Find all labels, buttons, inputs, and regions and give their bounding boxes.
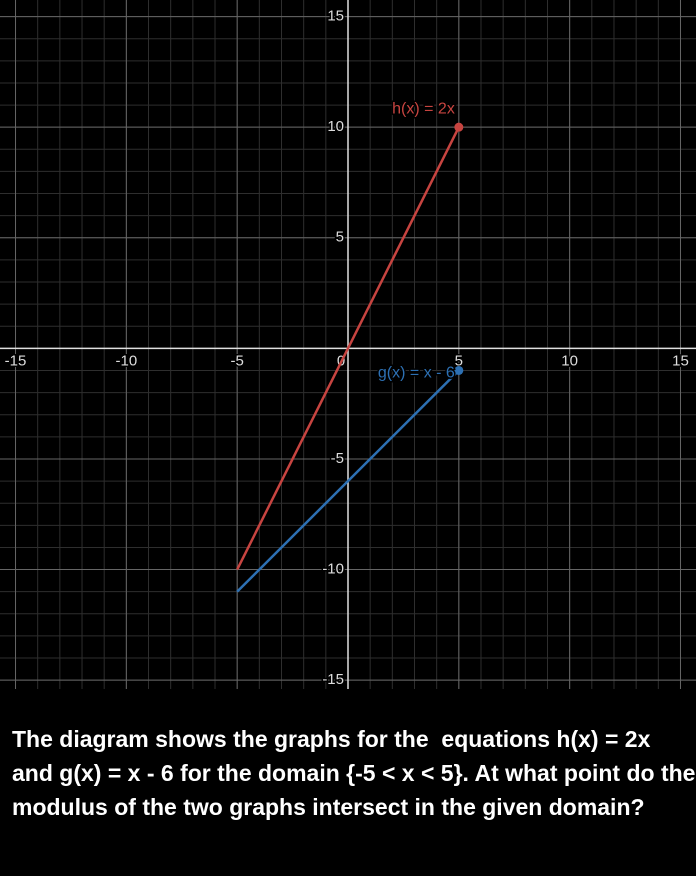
x-tick-label: 10 xyxy=(561,352,578,369)
x-tick-label: -5 xyxy=(231,352,244,369)
y-tick-label: 10 xyxy=(327,118,344,135)
x-tick-label: 15 xyxy=(672,352,689,369)
y-tick-label: -5 xyxy=(331,450,344,467)
series-line xyxy=(236,369,460,593)
question: The diagram shows the graphs for the equ… xyxy=(12,726,696,820)
x-tick-label: -15 xyxy=(5,352,27,369)
y-tick-label: -15 xyxy=(322,671,344,688)
endpoint xyxy=(454,365,464,375)
series-label: g(x) = x - 6 xyxy=(378,365,455,382)
series-label: h(x) = 2x xyxy=(392,100,455,117)
endpoint xyxy=(454,122,464,132)
x-tick-label: -10 xyxy=(116,352,138,369)
y-tick-label: 5 xyxy=(336,229,344,246)
series-line xyxy=(236,126,460,571)
x-tick-label: 5 xyxy=(455,352,463,369)
y-tick-label: 15 xyxy=(327,8,344,25)
y-tick-label: -10 xyxy=(322,561,344,578)
